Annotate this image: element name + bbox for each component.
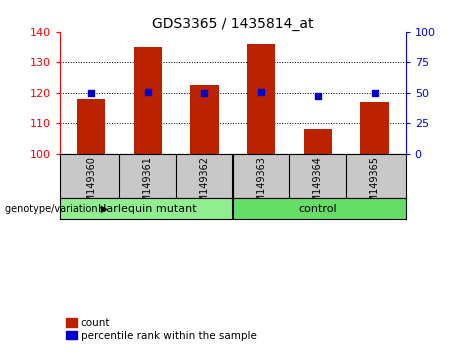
Text: GSM149365: GSM149365 — [370, 156, 379, 215]
Bar — [134, 47, 162, 154]
Point — [88, 90, 95, 96]
Text: genotype/variation ▶: genotype/variation ▶ — [5, 204, 108, 213]
Text: GSM149363: GSM149363 — [256, 156, 266, 215]
Title: GDS3365 / 1435814_at: GDS3365 / 1435814_at — [152, 17, 313, 31]
Bar — [60, 198, 233, 219]
Point — [257, 89, 265, 95]
Point — [201, 90, 208, 96]
Bar — [77, 99, 105, 154]
Text: GSM149361: GSM149361 — [143, 156, 153, 215]
Text: control: control — [299, 204, 337, 213]
Point — [314, 93, 321, 99]
Bar — [233, 198, 406, 219]
Bar — [361, 102, 389, 154]
Text: GSM149360: GSM149360 — [86, 156, 96, 215]
Point — [371, 90, 378, 96]
Text: GSM149364: GSM149364 — [313, 156, 323, 215]
Bar — [247, 44, 275, 154]
Text: Harlequin mutant: Harlequin mutant — [99, 204, 197, 213]
Bar — [190, 85, 219, 154]
Text: GSM149362: GSM149362 — [200, 156, 209, 215]
Bar — [304, 129, 332, 154]
Point — [144, 89, 152, 95]
Legend: count, percentile rank within the sample: count, percentile rank within the sample — [65, 317, 258, 342]
